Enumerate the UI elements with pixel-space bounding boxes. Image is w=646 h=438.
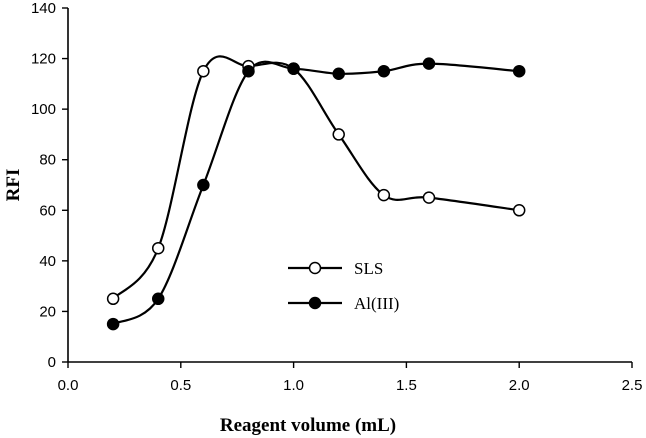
x-axis-ticks: 0.0 0.5 1.0 1.5 2.0 2.5 <box>58 362 643 394</box>
y-axis-ticks: 0 20 40 60 80 100 120 140 <box>31 0 68 371</box>
x-tick-label: 1.0 <box>283 377 304 394</box>
y-tick-label: 80 <box>39 152 56 169</box>
data-point-al-iii <box>242 64 255 78</box>
data-point-sls <box>512 204 526 217</box>
data-point-sls <box>332 128 345 141</box>
y-tick-label: 120 <box>31 51 56 68</box>
data-point-al-iii <box>106 317 120 331</box>
y-tick-label: 20 <box>39 303 56 320</box>
data-point-al-iii <box>197 178 210 192</box>
legend-marker-al-iii <box>308 296 322 310</box>
data-point-sls <box>151 241 165 255</box>
data-point-al-iii <box>377 64 391 78</box>
data-point-sls <box>106 292 120 306</box>
y-tick-label: 0 <box>48 354 56 371</box>
x-tick-label: 2.5 <box>622 377 643 394</box>
series-group <box>106 55 526 331</box>
data-point-al-iii <box>512 64 526 78</box>
x-tick-label: 1.5 <box>396 377 417 394</box>
data-point-al-iii <box>287 62 300 75</box>
legend-marker-sls <box>308 261 322 275</box>
x-tick-label: 0.5 <box>170 377 191 394</box>
data-point-sls <box>197 64 210 78</box>
series-line-al-iii <box>112 60 520 326</box>
data-point-sls <box>422 191 436 204</box>
x-tick-label: 0.0 <box>58 377 79 394</box>
data-point-al-iii <box>332 67 345 80</box>
data-point-sls <box>377 188 391 202</box>
legend-label-sls: SLS <box>354 259 383 278</box>
legend-label-al-iii: Al(III) <box>354 294 399 313</box>
x-tick-label: 2.0 <box>509 377 530 394</box>
y-axis-title: RFI <box>3 169 24 202</box>
x-axis-title: Reagent volume (mL) <box>220 415 396 436</box>
data-point-al-iii <box>151 292 165 306</box>
y-tick-label: 140 <box>31 0 56 17</box>
legend: SLS Al(III) <box>288 259 399 313</box>
y-tick-label: 60 <box>39 202 56 219</box>
data-point-al-iii <box>422 57 436 70</box>
y-tick-label: 40 <box>39 253 56 270</box>
y-tick-label: 100 <box>31 101 56 118</box>
